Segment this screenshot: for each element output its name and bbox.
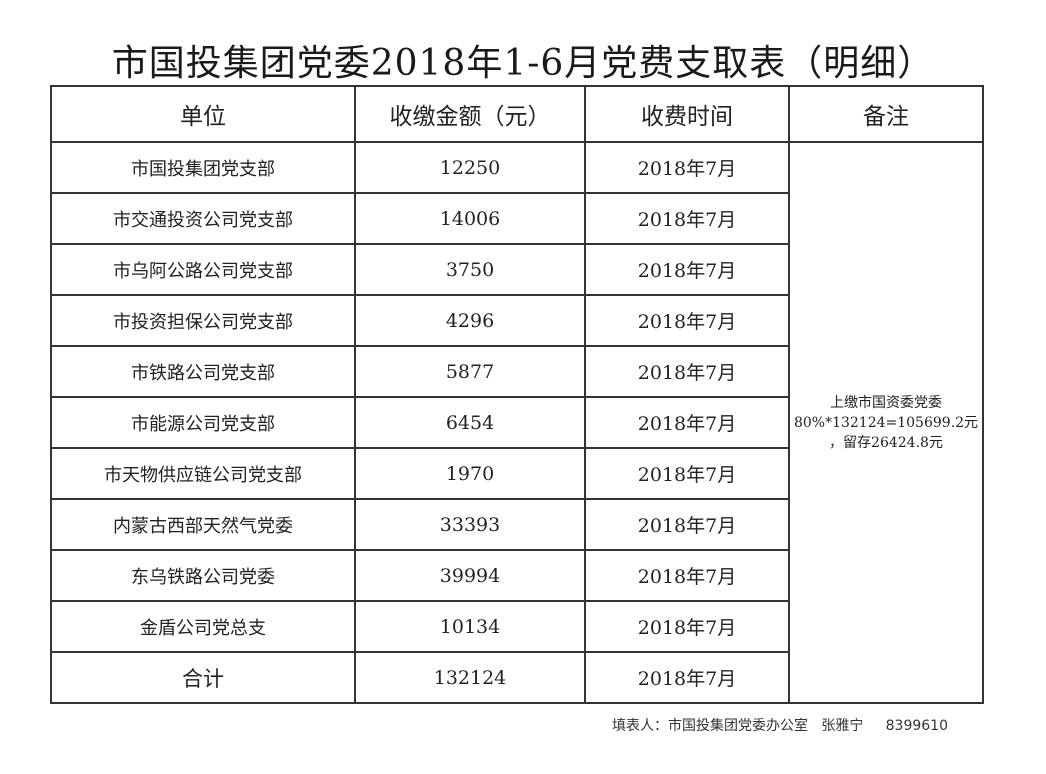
note-line: 上缴市国资委党委	[830, 394, 942, 411]
total-row: 合计 132124 2018年7月	[50, 651, 983, 704]
amount-cell: 39994	[354, 549, 586, 602]
unit-cell: 市乌阿公路公司党支部	[50, 243, 356, 296]
amount-cell: 132124	[354, 651, 586, 704]
footer-name: 张雅宁	[821, 718, 864, 734]
header-unit: 单位	[50, 85, 356, 143]
header-row: 单位 收缴金额（元） 收费时间 备注	[50, 85, 984, 143]
unit-cell: 市国投集团党支部	[50, 141, 356, 194]
footer-label: 填表人：市国投集团党委办公室	[612, 718, 808, 734]
footer: 填表人：市国投集团党委办公室 张雅宁 8399610	[612, 715, 948, 735]
unit-cell: 金盾公司党总支	[50, 600, 356, 653]
amount-cell: 12250	[354, 141, 586, 194]
footer-phone: 8399610	[885, 718, 948, 734]
unit-cell: 市天物供应链公司党支部	[50, 447, 356, 500]
amount-cell: 3750	[354, 243, 586, 296]
amount-cell: 5877	[354, 345, 586, 398]
unit-cell: 东乌铁路公司党委	[50, 549, 356, 602]
time-cell: 2018年7月	[584, 600, 790, 653]
time-cell: 2018年7月	[584, 396, 790, 449]
note-cell: 上缴市国资委党委 80%*132124=105699.2元 ，留存26424.8元	[788, 141, 984, 704]
table-row: 市天物供应链公司党支部 1970 2018年7月	[50, 447, 983, 500]
time-cell: 2018年7月	[584, 192, 790, 245]
table-row: 市乌阿公路公司党支部 3750 2018年7月	[50, 243, 983, 296]
table-row: 市铁路公司党支部 5877 2018年7月	[50, 345, 983, 398]
time-cell: 2018年7月	[584, 651, 790, 704]
unit-cell: 内蒙古西部天然气党委	[50, 498, 356, 551]
table-row: 内蒙古西部天然气党委 33393 2018年7月	[50, 498, 983, 551]
unit-cell: 市交通投资公司党支部	[50, 192, 356, 245]
table-row: 市能源公司党支部 6454 2018年7月	[50, 396, 983, 449]
amount-cell: 14006	[354, 192, 586, 245]
amount-cell: 10134	[354, 600, 586, 653]
unit-cell: 市铁路公司党支部	[50, 345, 356, 398]
unit-cell: 合计	[50, 651, 356, 704]
time-cell: 2018年7月	[584, 498, 790, 551]
time-cell: 2018年7月	[584, 294, 790, 347]
table-row: 市投资担保公司党支部 4296 2018年7月	[50, 294, 983, 347]
time-cell: 2018年7月	[584, 447, 790, 500]
table-row: 市交通投资公司党支部 14006 2018年7月	[50, 192, 983, 245]
header-note: 备注	[788, 85, 984, 143]
unit-cell: 市能源公司党支部	[50, 396, 356, 449]
time-cell: 2018年7月	[584, 141, 790, 194]
document-title: 市国投集团党委2018年1-6月党费支取表（明细）	[111, 43, 935, 84]
fee-table: 单位 收缴金额（元） 收费时间 备注 市国投集团党支部 12250 2018年7月上…	[50, 85, 984, 704]
amount-cell: 33393	[354, 498, 586, 551]
time-cell: 2018年7月	[584, 345, 790, 398]
note-line: ，留存26424.8元	[829, 434, 943, 451]
header-amount: 收缴金额（元）	[354, 85, 586, 143]
table-row: 东乌铁路公司党委 39994 2018年7月	[50, 549, 983, 602]
amount-cell: 1970	[354, 447, 586, 500]
time-cell: 2018年7月	[584, 549, 790, 602]
time-cell: 2018年7月	[584, 243, 790, 296]
unit-cell: 市投资担保公司党支部	[50, 294, 356, 347]
table-row: 金盾公司党总支 10134 2018年7月	[50, 600, 983, 653]
table-row: 市国投集团党支部 12250 2018年7月 上缴市国资委党委 80%*132124=1…	[50, 141, 984, 704]
amount-cell: 4296	[354, 294, 586, 347]
note-line: 80%*132124=105699.2元	[793, 414, 979, 431]
header-time: 收费时间	[584, 85, 790, 143]
amount-cell: 6454	[354, 396, 586, 449]
